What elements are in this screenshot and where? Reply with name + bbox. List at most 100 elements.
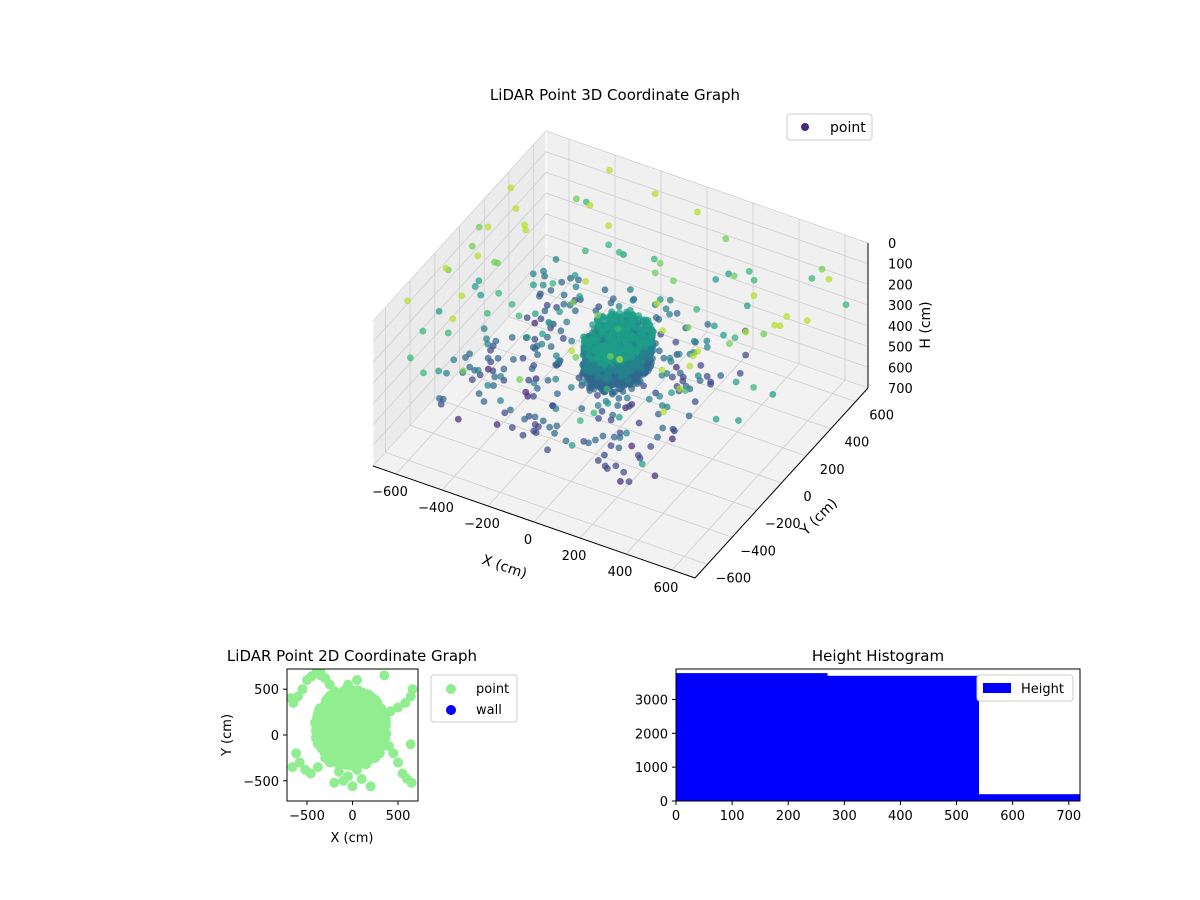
z-tick-label: 100 bbox=[888, 258, 913, 273]
point-3d bbox=[638, 460, 646, 468]
point-3d bbox=[686, 362, 694, 370]
chart-2d-legend-marker-point bbox=[446, 684, 456, 694]
point-3d bbox=[475, 277, 483, 285]
chart-3d-legend-box bbox=[786, 113, 873, 141]
point-3d bbox=[628, 442, 636, 450]
point-2d bbox=[320, 720, 331, 731]
chart-2d-ticks: −500 0 500 −500 0 500 bbox=[243, 683, 410, 824]
point-3d bbox=[547, 286, 555, 294]
z-tick-label: 200 bbox=[888, 278, 913, 293]
point-3d bbox=[587, 379, 595, 387]
point-3d bbox=[552, 375, 560, 383]
point-3d bbox=[719, 331, 727, 339]
point-3d bbox=[624, 376, 632, 384]
point-2d bbox=[388, 748, 399, 759]
point-3d bbox=[531, 335, 539, 343]
point-3d bbox=[477, 291, 485, 299]
point-3d bbox=[717, 372, 725, 380]
point-3d bbox=[668, 373, 676, 381]
y-tick-label: 400 bbox=[845, 436, 870, 451]
histogram-frame bbox=[675, 668, 1081, 802]
point-3d bbox=[537, 315, 545, 323]
point-3d bbox=[685, 412, 693, 420]
y-tick-label: 0 bbox=[803, 490, 811, 505]
point-3d bbox=[594, 311, 602, 319]
gridline-z-back bbox=[545, 151, 869, 265]
point-3d bbox=[554, 357, 562, 365]
point-3d bbox=[466, 363, 474, 371]
point-3d bbox=[538, 330, 546, 338]
point-3d bbox=[626, 286, 634, 294]
point-3d bbox=[531, 413, 539, 421]
chart-2d-points bbox=[287, 669, 418, 792]
z-tick-label: 700 bbox=[888, 382, 913, 397]
gridline-y-floor bbox=[459, 370, 782, 484]
x-tick-label: 0 bbox=[348, 809, 356, 824]
x-tick-label: 400 bbox=[888, 809, 913, 824]
y-tick-label: −500 bbox=[243, 775, 279, 790]
chart-3d-points bbox=[403, 166, 850, 486]
point-3d bbox=[783, 312, 791, 320]
point-3d bbox=[656, 392, 664, 400]
point-3d bbox=[615, 302, 623, 310]
point-2d bbox=[329, 777, 340, 788]
point-3d bbox=[466, 350, 474, 358]
point-3d bbox=[612, 462, 620, 470]
point-3d bbox=[623, 348, 631, 356]
point-3d bbox=[493, 420, 501, 428]
point-3d bbox=[825, 275, 833, 283]
axis-line-x bbox=[372, 465, 696, 579]
point-2d bbox=[352, 675, 362, 685]
point-3d bbox=[574, 276, 582, 284]
axis-line-y bbox=[694, 387, 869, 579]
point-3d bbox=[474, 366, 482, 374]
point-2d bbox=[407, 684, 418, 695]
point-3d bbox=[560, 300, 568, 308]
point-2d bbox=[347, 781, 358, 792]
point-3d bbox=[725, 340, 733, 348]
point-3d bbox=[590, 409, 598, 417]
point-3d bbox=[546, 423, 554, 431]
point-2d bbox=[379, 670, 390, 681]
point-3d bbox=[601, 286, 609, 294]
point-3d bbox=[593, 391, 601, 399]
x-tick-label: 200 bbox=[776, 809, 801, 824]
point-3d bbox=[594, 371, 602, 379]
x-tick-label: 0 bbox=[524, 533, 532, 548]
point-2d bbox=[347, 734, 358, 745]
point-3d bbox=[576, 292, 584, 300]
point-3d bbox=[444, 329, 452, 337]
point-3d bbox=[640, 382, 648, 390]
point-3d bbox=[598, 407, 606, 415]
point-3d bbox=[693, 208, 701, 216]
point-3d bbox=[591, 436, 599, 444]
point-3d bbox=[521, 415, 529, 423]
gridline-y-floor bbox=[434, 397, 757, 511]
point-3d bbox=[594, 456, 602, 464]
histogram-ticks: 0 100 200 300 400 500 600 700 0 1000 2000 3000 bbox=[635, 693, 1081, 824]
point-3d bbox=[568, 347, 576, 355]
point-3d bbox=[435, 307, 443, 315]
point-3d bbox=[667, 389, 675, 397]
point-3d bbox=[551, 429, 559, 437]
chart-2d-title: LiDAR Point 2D Coordinate Graph bbox=[227, 647, 477, 665]
point-3d bbox=[543, 333, 551, 341]
point-3d bbox=[435, 394, 443, 402]
point-3d bbox=[606, 352, 614, 360]
point-3d bbox=[541, 307, 549, 315]
point-3d bbox=[508, 423, 516, 431]
point-3d bbox=[676, 385, 684, 393]
chart-3d-title: LiDAR Point 3D Coordinate Graph bbox=[490, 86, 740, 104]
point-2d bbox=[329, 725, 340, 736]
point-3d bbox=[818, 265, 826, 273]
point-2d bbox=[406, 777, 417, 788]
point-3d bbox=[567, 383, 575, 391]
point-3d bbox=[553, 422, 561, 430]
z-tick-label: 600 bbox=[888, 361, 913, 376]
point-3d bbox=[599, 356, 607, 364]
point-2d bbox=[356, 739, 367, 750]
point-3d bbox=[571, 307, 579, 315]
point-3d bbox=[669, 425, 677, 433]
point-2d bbox=[365, 743, 376, 754]
point-3d bbox=[669, 277, 677, 285]
